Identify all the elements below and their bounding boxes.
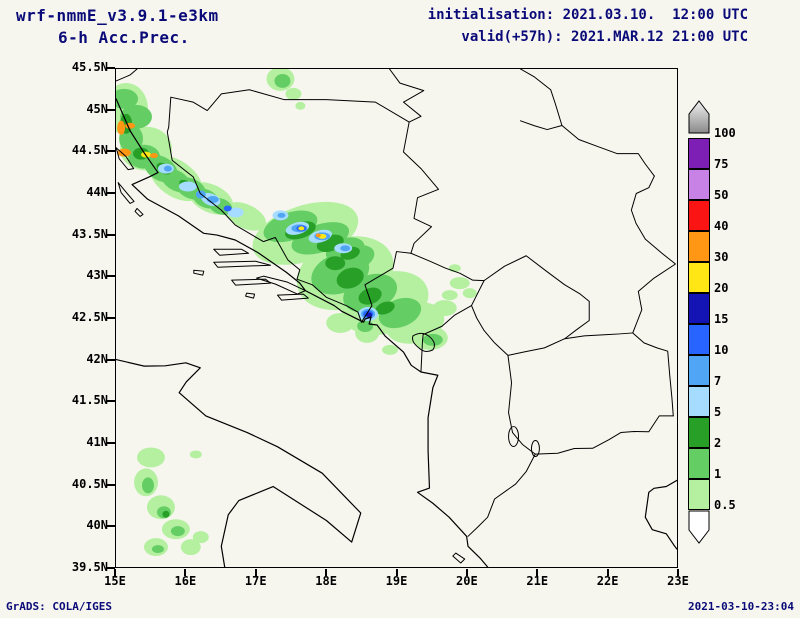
lat-tickmark bbox=[107, 192, 115, 194]
colorbar-segment bbox=[688, 324, 710, 355]
lon-tick-label: 16E bbox=[174, 574, 197, 588]
colorbar-segment bbox=[688, 293, 710, 324]
lat-tick-label: 42N bbox=[86, 351, 108, 366]
colorbar-segment bbox=[688, 169, 710, 200]
colorbar-segments bbox=[688, 138, 710, 510]
colorbar-boundary-label: 1 bbox=[714, 467, 722, 481]
product-title: 6-h Acc.Prec. bbox=[58, 28, 190, 47]
map-frame bbox=[115, 68, 678, 568]
lat-tick-label: 40N bbox=[86, 518, 108, 533]
lat-tickmark bbox=[107, 567, 115, 569]
colorbar-boundary-label: 7 bbox=[714, 374, 722, 388]
country-borders bbox=[116, 69, 676, 537]
precip-field bbox=[116, 69, 477, 557]
colorbar-boundary-label: 15 bbox=[714, 312, 729, 326]
colorbar-segment bbox=[688, 200, 710, 231]
colorbar-boundary-label: 30 bbox=[714, 250, 729, 264]
colorbar bbox=[688, 100, 710, 548]
colorbar-segment bbox=[688, 386, 710, 417]
grads-credit: GrADS: COLA/IGES bbox=[6, 600, 112, 613]
map-boundaries bbox=[116, 69, 677, 567]
lon-tick-label: 15E bbox=[104, 574, 126, 588]
lat-tickmark bbox=[107, 275, 115, 278]
colorbar-boundary-label: 20 bbox=[714, 281, 729, 295]
creation-timestamp: 2021-03-10-23:04 bbox=[688, 600, 794, 613]
valid-time-text: valid(+57h): 2021.MAR.12 21:00 UTC bbox=[461, 29, 748, 45]
map-svg bbox=[116, 69, 677, 567]
coastline-italy bbox=[116, 358, 362, 567]
lat-tickmark bbox=[107, 233, 115, 236]
precip-navy bbox=[366, 312, 373, 318]
lat-tick-label: 44N bbox=[86, 185, 108, 199]
colorbar-boundary-label: 2 bbox=[714, 436, 722, 450]
colorbar-boundary-label: 0.5 bbox=[714, 498, 736, 512]
lat-tick-label: 41.5N bbox=[71, 393, 108, 408]
lon-tickmark bbox=[677, 569, 679, 576]
lon-tick-label: 21E bbox=[526, 574, 549, 588]
colorbar-segment bbox=[688, 448, 710, 479]
coastline-greece bbox=[644, 479, 677, 550]
lon-tickmark bbox=[606, 569, 609, 576]
lon-tick-label: 17E bbox=[244, 574, 267, 588]
lat-tickmark bbox=[107, 442, 115, 444]
lat-tick-label: 39.5N bbox=[71, 560, 108, 574]
init-time-text: initialisation: 2021.03.10. 12:00 UTC bbox=[427, 7, 748, 23]
lon-tickmark bbox=[536, 569, 539, 576]
colorbar-below-min-arrow bbox=[688, 510, 710, 544]
lon-tick-label: 22E bbox=[596, 574, 619, 588]
lat-tickmark bbox=[107, 483, 115, 486]
lon-tickmark bbox=[114, 569, 116, 576]
lon-tick-label: 20E bbox=[456, 574, 478, 588]
adriatic-islands bbox=[116, 147, 466, 564]
lon-tickmark bbox=[395, 569, 398, 576]
colorbar-boundary-label: 5 bbox=[714, 405, 722, 419]
colorbar-boundary-label: 50 bbox=[714, 188, 729, 202]
lat-tickmark bbox=[107, 317, 115, 319]
colorbar-boundary-label: 100 bbox=[714, 126, 736, 140]
lat-tickmark bbox=[107, 150, 115, 153]
colorbar-segment bbox=[688, 138, 710, 169]
lat-tickmark bbox=[107, 525, 115, 528]
colorbar-above-max-arrow bbox=[688, 100, 710, 134]
lat-tick-label: 45N bbox=[86, 101, 108, 116]
lat-tick-label: 44.5N bbox=[71, 143, 108, 158]
lon-tickmark bbox=[465, 569, 468, 576]
lat-tickmark bbox=[107, 67, 115, 69]
colorbar-segment bbox=[688, 262, 710, 293]
lat-tick-label: 45.5N bbox=[71, 60, 108, 74]
precip-light-green bbox=[116, 69, 477, 557]
lon-tickmark bbox=[325, 569, 328, 576]
lon-tick-label: 18E bbox=[315, 574, 337, 588]
colorbar-segment bbox=[688, 479, 710, 510]
colorbar-segment bbox=[688, 417, 710, 448]
lat-tick-label: 43N bbox=[86, 268, 108, 283]
lon-tickmark bbox=[184, 569, 187, 576]
colorbar-boundary-label: 10 bbox=[714, 343, 729, 357]
lat-tick-label: 43.5N bbox=[71, 226, 108, 241]
colorbar-boundary-label: 40 bbox=[714, 219, 729, 233]
colorbar-segment bbox=[688, 231, 710, 262]
lat-tick-label: 40.5N bbox=[71, 476, 108, 491]
lon-tick-label: 23E bbox=[667, 574, 689, 588]
lakes bbox=[412, 332, 540, 457]
lon-tickmark bbox=[254, 569, 257, 576]
colorbar-segment bbox=[688, 355, 710, 386]
lat-tickmark bbox=[107, 358, 115, 361]
lat-tick-label: 42.5N bbox=[71, 310, 108, 324]
colorbar-boundary-label: 75 bbox=[714, 157, 729, 171]
lat-tickmark bbox=[107, 108, 115, 111]
lat-tickmark bbox=[107, 400, 115, 403]
coastline-east-adriatic bbox=[116, 98, 489, 567]
lon-tick-label: 19E bbox=[385, 574, 408, 588]
model-title: wrf-nmmE_v3.9.1-e3km bbox=[16, 6, 219, 25]
lat-tick-label: 41N bbox=[86, 435, 108, 449]
